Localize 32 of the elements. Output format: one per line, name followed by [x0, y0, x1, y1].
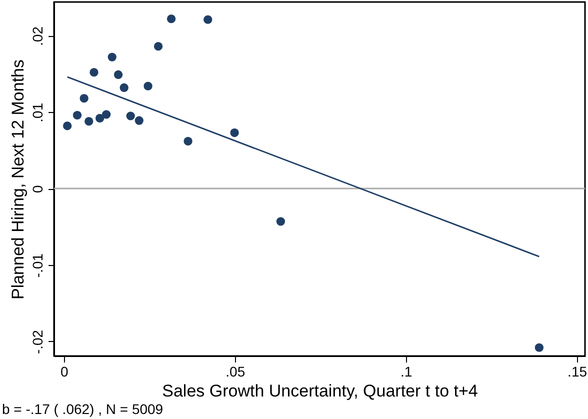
point	[230, 128, 239, 138]
point	[114, 70, 123, 79]
point	[84, 116, 94, 126]
text: b = -.17 ( .062) , N = 5009	[2, 401, 164, 417]
point	[144, 82, 152, 90]
x-axis-title: Sales Growth Uncertainty, Quarter t to t+4	[162, 382, 478, 400]
y-tick-label: 0	[30, 184, 46, 193]
y-tick-label: .02	[30, 26, 46, 46]
point	[90, 68, 98, 77]
y-axis-title: Planned Hiring, Next 12 Months	[8, 59, 28, 300]
point	[126, 112, 135, 120]
point	[72, 110, 82, 120]
point	[276, 217, 286, 226]
point	[166, 14, 176, 24]
point	[154, 42, 163, 51]
point	[134, 116, 144, 125]
point	[108, 52, 116, 62]
y-tick-label: .01	[30, 102, 46, 122]
y-tick-label: -.01	[30, 253, 46, 278]
x-tick-label: 0	[60, 364, 69, 380]
x-tick-label: .1	[400, 364, 412, 380]
point	[204, 15, 212, 24]
point	[80, 94, 88, 103]
x-tick-label: .15	[568, 364, 588, 380]
y-tick-label: -.02	[30, 330, 46, 354]
point	[184, 136, 192, 146]
x-tick-label: .05	[226, 364, 246, 380]
point	[63, 122, 72, 130]
point	[95, 114, 104, 123]
point	[534, 343, 544, 352]
point	[102, 110, 111, 119]
point	[120, 83, 128, 92]
